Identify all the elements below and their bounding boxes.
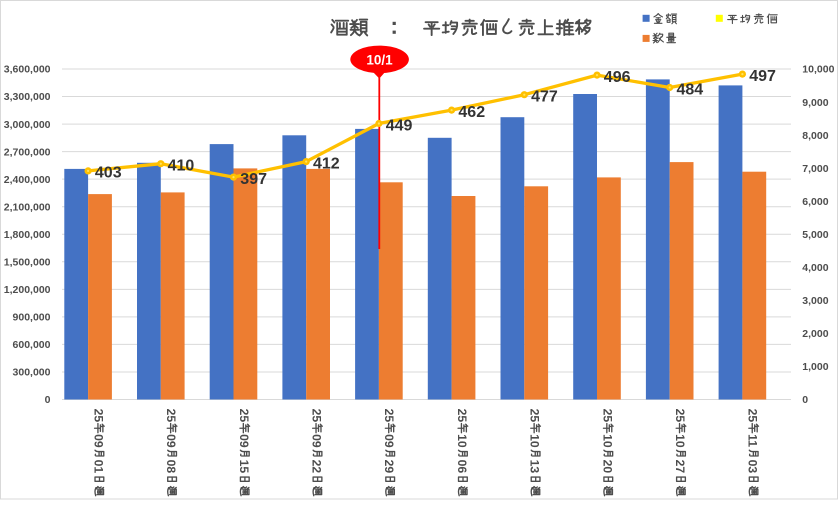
svg-text:462: 462 [458,104,485,121]
svg-text:5,000: 5,000 [802,229,828,241]
svg-text:22: 22 [310,460,324,474]
svg-text:29: 29 [382,460,396,474]
svg-text:27: 27 [673,460,687,474]
svg-text:25: 25 [673,409,687,423]
svg-text:449: 449 [386,117,413,134]
svg-text:477: 477 [531,89,558,106]
svg-text:09: 09 [91,434,105,448]
svg-text:20: 20 [600,460,614,474]
svg-text:6,000: 6,000 [802,196,828,208]
svg-text:600,000: 600,000 [13,339,51,351]
svg-text:08: 08 [164,460,178,474]
svg-text:10: 10 [600,434,614,448]
svg-text:25: 25 [528,409,542,423]
svg-text:1,000: 1,000 [802,361,828,373]
svg-text:3,000: 3,000 [802,295,828,307]
svg-text:2,700,000: 2,700,000 [4,146,51,158]
svg-text:4,000: 4,000 [802,262,828,274]
svg-text:3,600,000: 3,600,000 [4,64,51,76]
svg-text:09: 09 [164,434,178,448]
svg-text:1,800,000: 1,800,000 [4,229,51,241]
svg-text:25: 25 [310,409,324,423]
svg-text:06: 06 [455,460,469,474]
svg-text:25: 25 [600,409,614,423]
svg-text:397: 397 [240,171,267,188]
svg-text:0: 0 [802,394,808,406]
svg-text:13: 13 [528,460,542,474]
svg-text:09: 09 [382,434,396,448]
svg-text:2,400,000: 2,400,000 [4,174,51,186]
svg-text:03: 03 [746,460,760,474]
svg-text:25: 25 [164,409,178,423]
svg-text:496: 496 [604,69,631,86]
svg-text:0: 0 [45,394,51,406]
svg-text:10: 10 [673,434,687,448]
svg-text:15: 15 [237,460,251,474]
svg-text:09: 09 [310,434,324,448]
svg-text:900,000: 900,000 [13,312,51,324]
svg-text:1,500,000: 1,500,000 [4,256,51,268]
svg-text:25: 25 [237,409,251,423]
svg-text:10,000: 10,000 [802,64,834,76]
svg-text:11: 11 [746,434,760,447]
svg-text:25: 25 [91,409,105,423]
svg-text:3,000,000: 3,000,000 [4,119,51,131]
svg-text:412: 412 [313,155,340,172]
svg-text:25: 25 [455,409,469,423]
svg-text:3,300,000: 3,300,000 [4,91,51,103]
svg-text:10/1: 10/1 [366,52,393,67]
svg-text:1,200,000: 1,200,000 [4,284,51,296]
svg-text:410: 410 [168,158,195,175]
svg-text:10: 10 [455,434,469,448]
svg-text:01: 01 [91,460,105,474]
svg-text:25: 25 [746,409,760,423]
svg-text:10: 10 [528,434,542,448]
svg-text:497: 497 [749,68,776,85]
svg-text:09: 09 [237,434,251,448]
svg-text:9,000: 9,000 [802,97,828,109]
svg-text:2,100,000: 2,100,000 [4,201,51,213]
svg-text:8,000: 8,000 [802,130,828,142]
svg-text:7,000: 7,000 [802,163,828,175]
svg-text:25: 25 [382,409,396,423]
svg-text:484: 484 [677,81,704,98]
svg-text:403: 403 [95,165,122,182]
svg-text:2,000: 2,000 [802,328,828,340]
svg-text:300,000: 300,000 [13,367,51,379]
